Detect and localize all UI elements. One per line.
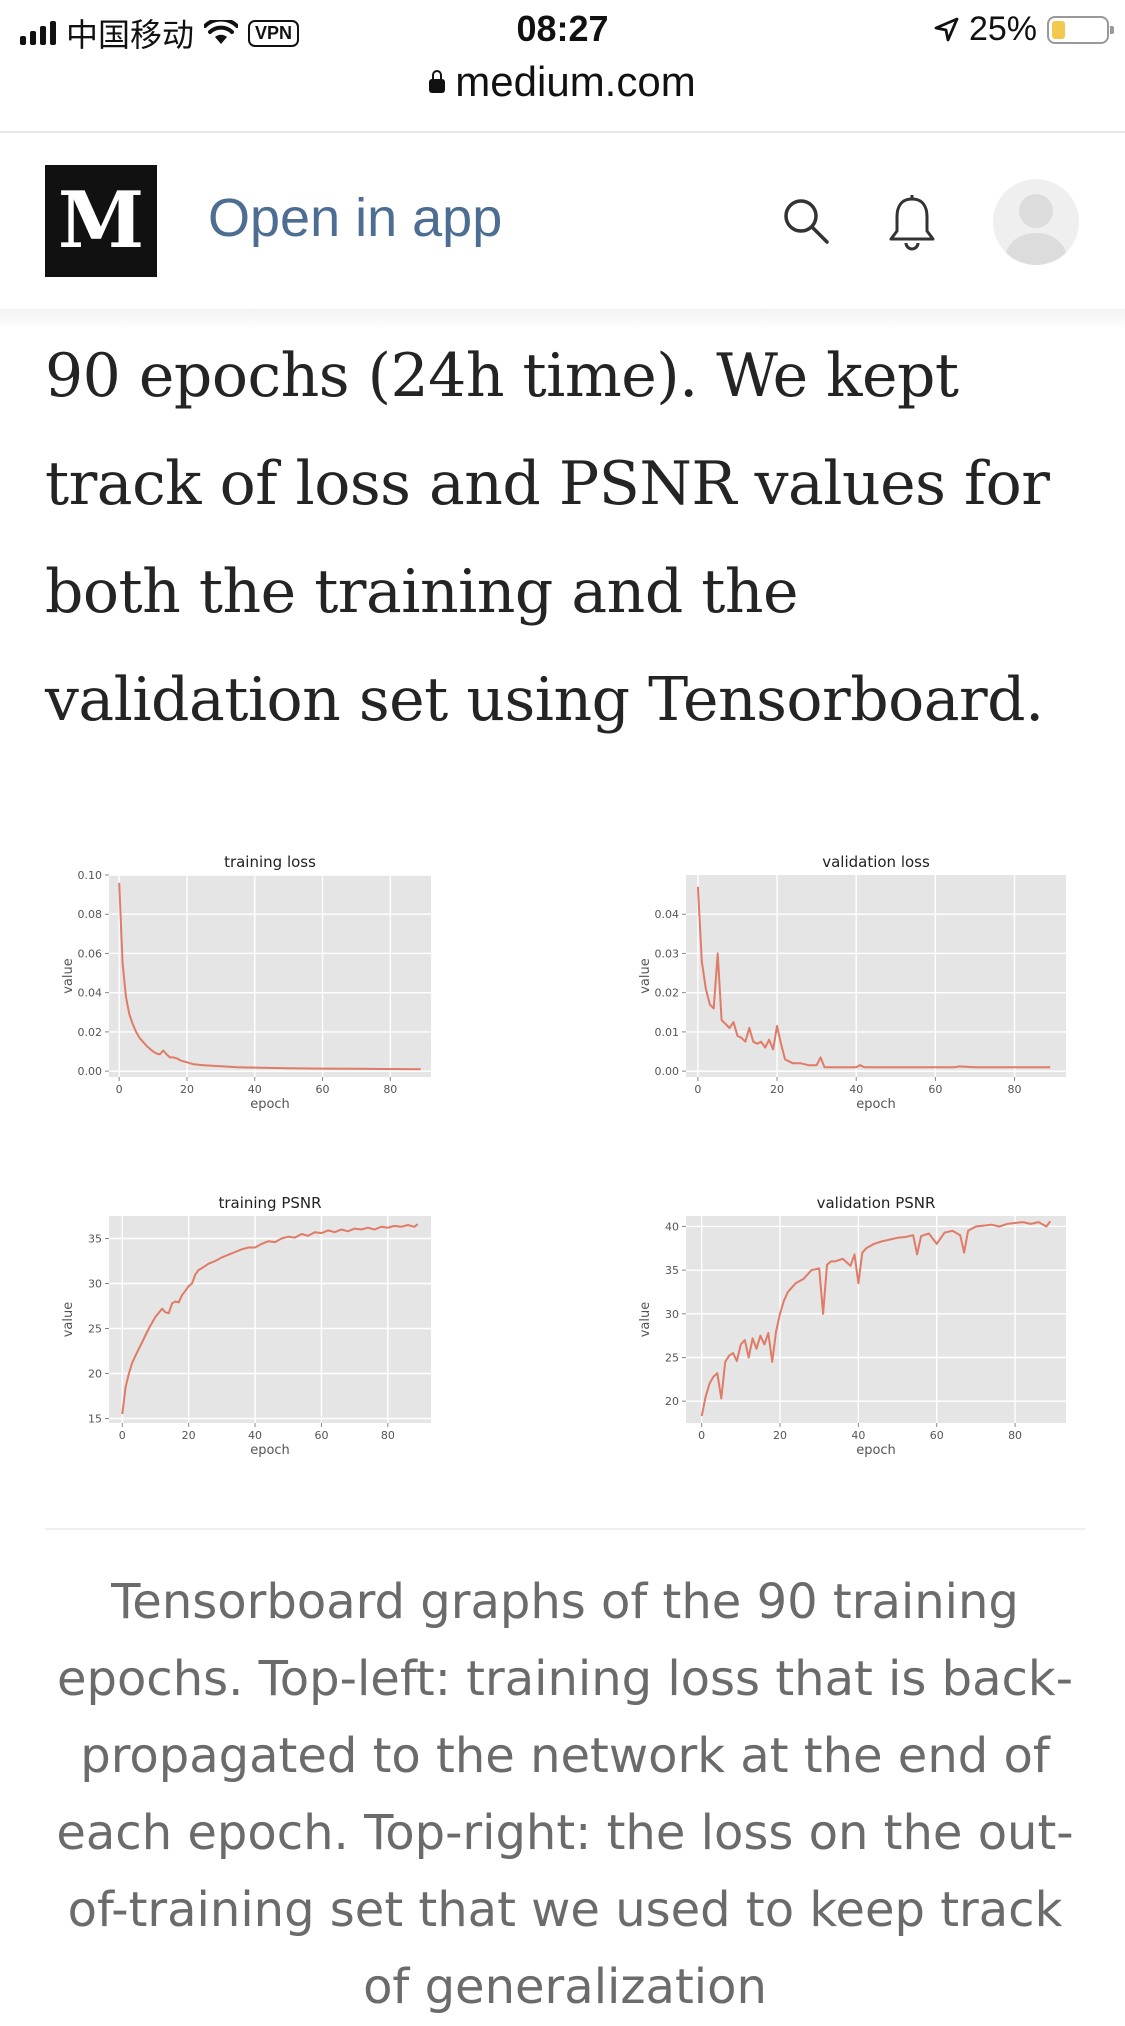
- y-tick-label: 30: [665, 1308, 679, 1321]
- y-tick-label: 15: [88, 1413, 102, 1426]
- plot-area: [686, 1216, 1066, 1423]
- x-tick-label: 20: [182, 1429, 196, 1442]
- x-tick-label: 0: [694, 1083, 701, 1096]
- cellular-signal-icon: [20, 21, 56, 45]
- x-tick-label: 80: [1008, 1429, 1022, 1442]
- lock-icon: [429, 70, 446, 93]
- tensorboard-figure: 0 20 40 60 80 0.00 0.02 0.04 0.06 0.08 0.10 trainin…: [45, 840, 1085, 1530]
- y-tick-label: 0.02: [655, 987, 680, 1000]
- battery-percent: 25%: [968, 10, 1037, 48]
- y-tick-label: 20: [88, 1368, 102, 1381]
- x-tick-label: 0: [119, 1429, 126, 1442]
- battery-icon: [1047, 15, 1114, 44]
- y-tick-label: 25: [88, 1323, 102, 1336]
- y-tick-label: 0.00: [655, 1065, 680, 1078]
- vpn-badge: VPN: [248, 19, 300, 47]
- y-tick-label: 0.06: [78, 947, 103, 960]
- series-line: [121, 1223, 419, 1415]
- x-tick-label: 60: [316, 1083, 330, 1096]
- open-in-app-link[interactable]: Open in app: [208, 188, 503, 248]
- x-tick-label: 60: [928, 1083, 942, 1096]
- y-tick-label: 35: [665, 1264, 679, 1277]
- x-tick-label: 20: [770, 1083, 784, 1096]
- y-tick-label: 20: [665, 1395, 679, 1408]
- plot-area: [686, 875, 1066, 1077]
- address-bar[interactable]: medium.com: [0, 58, 1125, 108]
- chart-1: 0 20 40 60 80 0.00 0.01 0.02 0.03 0.04 validation …: [638, 853, 1066, 1112]
- x-tick-label: 40: [248, 1429, 262, 1442]
- y-tick-label: 35: [88, 1233, 102, 1246]
- x-tick-label: 60: [314, 1429, 328, 1442]
- plot-area: [109, 875, 431, 1077]
- series-line: [700, 1220, 1052, 1417]
- y-tick-label: 25: [665, 1351, 679, 1364]
- carrier-name: 中国移动: [66, 16, 195, 54]
- site-header: M Open in app: [0, 133, 1125, 309]
- x-tick-label: 40: [248, 1083, 262, 1096]
- chart-title: validation PSNR: [817, 1194, 936, 1212]
- x-axis-label: epoch: [250, 1443, 290, 1458]
- search-icon[interactable]: [778, 193, 834, 249]
- y-tick-label: 0.04: [655, 908, 680, 921]
- y-axis-label: value: [61, 958, 76, 994]
- y-tick-label: 0.04: [78, 987, 103, 1000]
- chart-3: 0 20 40 60 80 20 25 30 35 40 validation PSNR epoch v…: [638, 1194, 1066, 1458]
- chart-0: 0 20 40 60 80 0.00 0.02 0.04 0.06 0.08 0.10 trainin…: [61, 853, 431, 1112]
- url-display[interactable]: medium.com: [429, 58, 696, 106]
- y-tick-label: 0.01: [655, 1026, 680, 1039]
- x-axis-label: epoch: [856, 1097, 896, 1112]
- chart-title: training PSNR: [218, 1194, 321, 1212]
- y-tick-label: 0.02: [78, 1026, 103, 1039]
- chart-title: training loss: [224, 853, 316, 871]
- series-line: [118, 882, 421, 1071]
- user-silhouette-icon: [1003, 194, 1069, 265]
- y-tick-label: 0.10: [78, 869, 103, 882]
- y-tick-label: 0.00: [78, 1065, 103, 1078]
- browser-divider: [0, 131, 1125, 133]
- x-tick-label: 0: [698, 1429, 705, 1442]
- x-tick-label: 40: [849, 1083, 863, 1096]
- location-arrow-icon: [934, 17, 959, 41]
- figure-divider: [45, 1528, 1085, 1530]
- x-tick-label: 20: [773, 1429, 787, 1442]
- bell-icon[interactable]: [884, 193, 940, 253]
- x-axis-label: epoch: [250, 1097, 290, 1112]
- x-axis-label: epoch: [856, 1443, 896, 1458]
- x-tick-label: 80: [383, 1083, 397, 1096]
- y-tick-label: 30: [88, 1278, 102, 1291]
- x-tick-label: 60: [930, 1429, 944, 1442]
- avatar[interactable]: [993, 179, 1079, 265]
- status-left: 中国移动 VPN: [20, 10, 300, 56]
- header-shadow: [0, 309, 1125, 329]
- medium-logo[interactable]: M: [45, 165, 157, 277]
- y-tick-label: 40: [665, 1220, 679, 1233]
- series-line: [696, 886, 1051, 1069]
- y-axis-label: value: [638, 958, 653, 994]
- x-tick-label: 80: [381, 1429, 395, 1442]
- plot-area: [109, 1216, 431, 1423]
- status-bar: 中国移动 VPN 08:27 25%: [0, 0, 1125, 60]
- x-tick-label: 80: [1008, 1083, 1022, 1096]
- y-axis-label: value: [638, 1302, 653, 1338]
- charts-svg: 0 20 40 60 80 0.00 0.02 0.04 0.06 0.08 0.10 trainin…: [61, 853, 1066, 1458]
- x-tick-label: 40: [851, 1429, 865, 1442]
- article-paragraph: 90 epochs (24h time). We kept track of l…: [45, 341, 1050, 735]
- x-tick-label: 0: [116, 1083, 123, 1096]
- y-tick-label: 0.03: [655, 947, 680, 960]
- y-tick-label: 0.08: [78, 908, 103, 921]
- url-text: medium.com: [455, 58, 696, 105]
- status-right: 25%: [933, 10, 1114, 49]
- figure-caption: Tensorboard graphs of the 90 training ep…: [56, 1574, 1074, 2015]
- chart-title: validation loss: [822, 853, 930, 871]
- clock: 08:27: [516, 8, 609, 49]
- x-tick-label: 20: [180, 1083, 194, 1096]
- wifi-icon: [204, 20, 239, 44]
- y-axis-label: value: [61, 1302, 76, 1338]
- chart-2: 0 20 40 60 80 15 20 25 30 35 training PSNR epoch val…: [61, 1194, 431, 1458]
